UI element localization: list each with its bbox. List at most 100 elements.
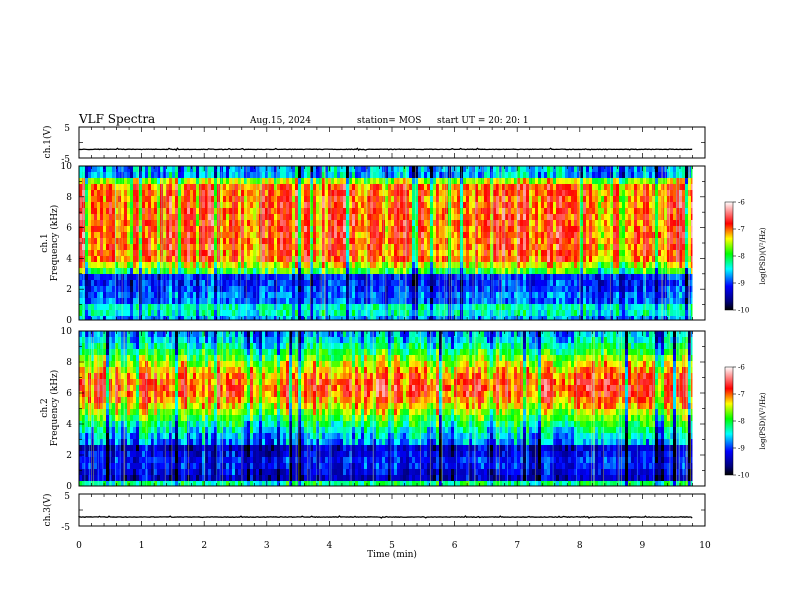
spectrogram-cell <box>196 196 200 203</box>
spectrogram-cell <box>370 232 374 239</box>
spectrogram-cell <box>640 250 644 257</box>
spectrogram-cell <box>250 310 254 317</box>
spectrogram-cell <box>613 262 617 269</box>
spectrogram-cell <box>409 304 413 311</box>
spectrogram-cell <box>424 220 428 227</box>
spectrogram-cell <box>592 184 596 191</box>
spectrogram-cell <box>175 208 179 215</box>
spectrogram-cell <box>571 190 575 197</box>
spectrogram-cell <box>421 220 425 227</box>
spectrogram-cell <box>637 226 641 233</box>
spectrogram-cell <box>409 262 413 269</box>
spectrogram-cell <box>310 274 314 281</box>
spectrogram-cell <box>544 316 548 320</box>
spectrogram-cell <box>301 172 305 179</box>
spectrogram-cell <box>547 184 551 191</box>
spectrogram-cell <box>634 280 638 287</box>
spectrogram-cell <box>400 280 404 287</box>
spectrogram-cell <box>106 238 110 245</box>
spectrogram-cell <box>289 208 293 215</box>
spectrogram-cell <box>457 250 461 257</box>
spectrogram-cell <box>598 256 602 263</box>
spectrogram-cell <box>472 262 476 269</box>
spectrogram-cell <box>568 304 572 311</box>
spectrogram-cell <box>640 208 644 215</box>
spectrogram-cell <box>595 196 599 203</box>
spectrogram-cell <box>253 178 257 185</box>
spectrogram-cell <box>349 262 353 269</box>
spectrogram-cell <box>352 214 356 221</box>
spectrogram-cell <box>334 190 338 197</box>
spectrogram-cell <box>610 208 614 215</box>
spectrogram-cell <box>232 250 236 257</box>
spectrogram-cell <box>625 226 629 233</box>
spectrogram-cell <box>133 292 137 299</box>
spectrogram-cell <box>286 286 290 293</box>
spectrogram-cell <box>424 202 428 209</box>
spectrogram-cell <box>163 226 167 233</box>
spectrogram-cell <box>205 274 209 281</box>
spectrogram-cell <box>394 274 398 281</box>
spectrogram-cell <box>94 226 98 233</box>
spectrogram-cell <box>172 226 176 233</box>
spectrogram-cell <box>127 286 131 293</box>
spectrogram-cell <box>94 250 98 257</box>
spectrogram-cell <box>565 244 569 251</box>
spectrogram-cell <box>220 274 224 281</box>
spectrogram-cell <box>424 172 428 179</box>
spectrogram-cell <box>613 304 617 311</box>
spectrogram-cell <box>412 274 416 281</box>
spectrogram-cell <box>583 220 587 227</box>
spectrogram-cell <box>310 226 314 233</box>
spectrogram-cell <box>178 172 182 179</box>
spectrogram-cell <box>313 196 317 203</box>
spectrogram-cell <box>604 304 608 311</box>
spectrogram-cell <box>265 226 269 233</box>
spectrogram-cell <box>124 208 128 215</box>
spectrogram-cell <box>367 184 371 191</box>
spectrogram-cell <box>415 310 419 317</box>
spectrogram-cell <box>151 232 155 239</box>
spectrogram-cell <box>400 298 404 305</box>
spectrogram-cell <box>364 226 368 233</box>
spectrogram-cell <box>139 292 143 299</box>
spectrogram-cell <box>334 256 338 263</box>
spectrogram-cell <box>163 268 167 275</box>
spectrogram-cell <box>202 190 206 197</box>
spectrogram-cell <box>496 214 500 221</box>
spectrogram-cell <box>451 232 455 239</box>
spectrogram-cell <box>640 232 644 239</box>
spectrogram-cell <box>496 232 500 239</box>
spectrogram-cell <box>322 226 326 233</box>
spectrogram-cell <box>451 208 455 215</box>
spectrogram-cell <box>541 274 545 281</box>
spectrogram-cell <box>355 220 359 227</box>
spectrogram-cell <box>289 286 293 293</box>
spectrogram-cell <box>400 244 404 251</box>
spectrogram-cell <box>298 220 302 227</box>
spectrogram-cell <box>553 286 557 293</box>
spectrogram-cell <box>229 184 233 191</box>
spectrogram-cell <box>106 232 110 239</box>
spectrogram-cell <box>415 226 419 233</box>
spectrogram-cell <box>535 208 539 215</box>
spectrogram-cell <box>505 196 509 203</box>
spectrogram-cell <box>103 310 107 317</box>
spectrogram-cell <box>214 310 218 317</box>
spectrogram-cell <box>493 244 497 251</box>
spectrogram-cell <box>613 274 617 281</box>
spectrogram-cell <box>283 184 287 191</box>
spectrogram-cell <box>631 262 635 269</box>
spectrogram-cell <box>151 280 155 287</box>
spectrogram-cell <box>580 238 584 245</box>
spectrogram-cell <box>463 178 467 185</box>
spectrogram-cell <box>106 316 110 320</box>
spectrogram-cell <box>454 280 458 287</box>
spectrogram-cell <box>589 214 593 221</box>
spectrogram-cell <box>616 202 620 209</box>
spectrogram-cell <box>178 286 182 293</box>
spectrogram-cell <box>553 232 557 239</box>
spectrogram-cell <box>139 310 143 317</box>
spectrogram-cell <box>166 298 170 305</box>
spectrogram-cell <box>106 172 110 179</box>
